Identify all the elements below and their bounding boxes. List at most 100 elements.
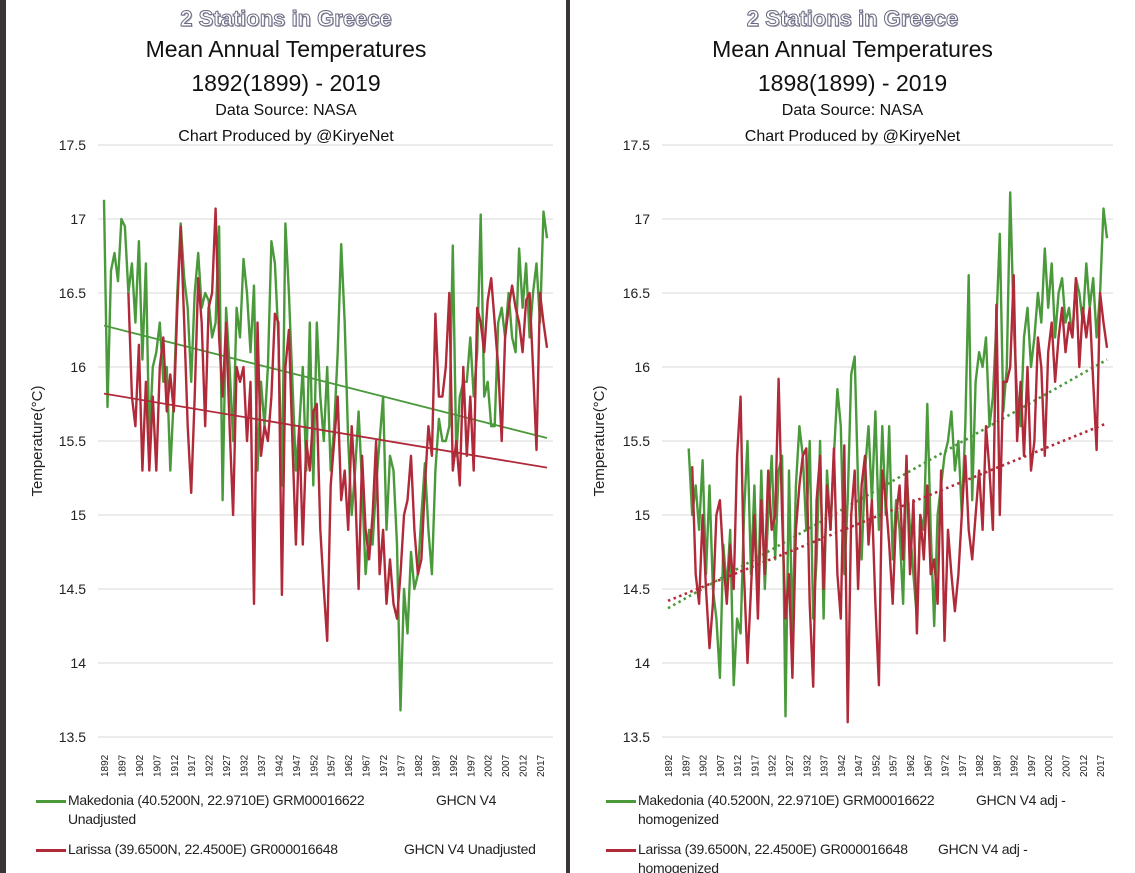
x-tick-label: 2012 [1079,754,1090,777]
x-tick-label: 2012 [519,754,530,777]
y-tick-label: 14 [634,655,650,671]
x-tick-label: 1947 [854,754,865,777]
chart-title: 2 Stations in Greece [180,6,393,32]
y-axis-label: Temperature(°C) [29,385,46,496]
x-tick-label: 1952 [309,754,320,777]
x-tick-label: 1942 [274,754,285,777]
x-tick-label: 1947 [292,754,303,777]
x-tick-label: 2017 [536,754,547,777]
x-tick-label: 1912 [170,754,181,777]
x-tick-label: 1902 [135,754,146,777]
y-tick-label: 15 [634,507,650,523]
legend-label: Larissa (39.6500N, 22.4500E) GR000016648 [638,841,908,857]
legend-swatch [606,799,636,803]
legend-source: GHCN V4 adj - [938,841,1028,857]
y-tick-label: 17.5 [623,137,650,153]
x-tick-label: 2007 [1062,754,1073,777]
series-line-larissa [127,207,549,642]
x-tick-label: 1962 [344,754,355,777]
x-tick-label: 2017 [1096,754,1107,777]
y-tick-label: 16.5 [623,285,650,301]
legend-source: GHCN V4 [436,792,497,808]
legend-label-line2: homogenized [638,811,719,827]
x-tick-label: 1977 [958,754,969,777]
trendline-larissa [103,392,548,469]
x-tick-label: 1892 [100,754,111,777]
x-tick-label: 1897 [681,754,692,777]
chart-source: Data Source: NASA [781,102,924,119]
x-tick-label: 2002 [484,754,495,777]
x-tick-label: 1962 [906,754,917,777]
x-tick-label: 1972 [379,754,390,777]
legend-source: GHCN V4 adj - [976,792,1066,808]
x-tick-label: 2007 [501,754,512,777]
x-tick-label: 1912 [733,754,744,777]
x-tick-label: 1997 [1027,754,1038,777]
x-tick-label: 1967 [923,754,934,777]
y-tick-label: 16.5 [59,285,86,301]
x-tick-label: 1917 [750,754,761,777]
x-tick-label: 1907 [152,754,163,777]
x-tick-label: 1932 [802,754,813,777]
y-tick-label: 14.5 [59,581,86,597]
y-tick-label: 17.5 [59,137,86,153]
right-chart-plot: 13.5 14 14.5 15 15.5 16 16.5 17 17.5 1892 1897 1902… [591,137,1113,777]
x-tick-label: 1982 [414,754,425,777]
x-tick-label: 1987 [992,754,1003,777]
trendline-larissa [667,422,1108,603]
y-tick-label: 14.5 [623,581,650,597]
chart-source: Data Source: NASA [215,102,357,119]
x-tick-label: 1957 [327,754,338,777]
x-tick-label: 1952 [871,754,882,777]
y-axis-label: Temperature(°C) [591,385,608,496]
legend-swatch [606,848,636,852]
x-tick-label: 1897 [117,754,128,777]
legend-label-line2: homogenized [638,860,719,873]
x-tick-label: 1922 [768,754,779,777]
chart-title: 2 Stations in Greece [746,6,959,32]
x-tick-label: 1992 [449,754,460,777]
legend-item: Larissa (39.6500N, 22.4500E) GR000016648… [606,841,1116,873]
x-tick-label: 1982 [975,754,986,777]
legend-label: Makedonia (40.5200N, 22.9710E) GRM000166… [638,792,935,808]
x-tick-label: 2002 [1044,754,1055,777]
y-tick-label: 13.5 [59,729,86,745]
legend-label: Larissa (39.6500N, 22.4500E) GR000016648 [68,841,338,857]
x-tick-label: 1902 [699,754,710,777]
x-tick-label: 1972 [941,754,952,777]
left-chart-panel: 2 Stations in Greece Mean Annual Tempera… [6,0,566,873]
chart-period: 1892(1899) - 2019 [191,70,381,96]
legend-swatch [36,848,66,852]
legend-item: Makedonia (40.5200N, 22.9710E) GRM000166… [606,792,1116,827]
right-chart-panel: 2 Stations in Greece Mean Annual Tempera… [570,0,1135,873]
series-line-makedonia [102,199,549,712]
x-tick-label: 1927 [785,754,796,777]
x-tick-label: 1957 [889,754,900,777]
legend-label: Makedonia (40.5200N, 22.9710E) GRM000166… [68,792,365,808]
x-tick-label: 1927 [222,754,233,777]
chart-period: 1898(1899) - 2019 [757,70,948,96]
x-tick-label: 1967 [362,754,373,777]
y-tick-label: 16 [634,359,650,375]
y-tick-label: 14 [70,655,86,671]
x-tick-label: 1917 [187,754,198,777]
y-tick-label: 15 [70,507,86,523]
trendline-makedonia [103,324,548,439]
x-tick-label: 1892 [664,754,675,777]
chart-credit: Chart Produced by @KiryeNet [178,128,394,145]
y-tick-label: 13.5 [623,729,650,745]
x-tick-label: 1932 [240,754,251,777]
x-tick-label: 1922 [205,754,216,777]
x-tick-label: 1997 [466,754,477,777]
y-tick-label: 16 [70,359,86,375]
chart-credit: Chart Produced by @KiryeNet [744,128,961,145]
legend-source: GHCN V4 Unadjusted [404,841,536,857]
legend-swatch [36,799,66,803]
x-tick-label: 1992 [1010,754,1021,777]
x-tick-label: 1987 [431,754,442,777]
x-tick-label: 1942 [837,754,848,777]
legend-item: Makedonia (40.5200N, 22.9710E) GRM000166… [36,792,546,827]
left-chart-plot: 13.5 14 14.5 15 15.5 16 16.5 17 17.5 1892 1897 1902… [29,137,553,777]
y-tick-label: 15.5 [623,433,650,449]
series-line-larissa [691,274,1109,724]
